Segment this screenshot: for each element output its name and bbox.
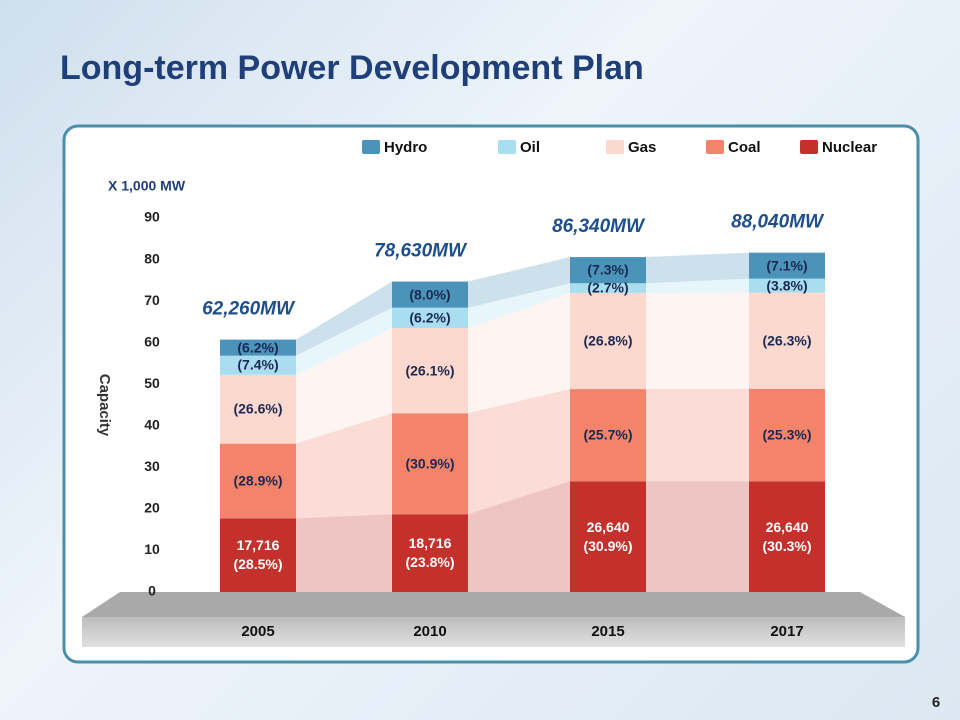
total-label: 62,260MW — [202, 299, 296, 320]
connector — [468, 292, 570, 414]
data-label: 18,716 (23.8%) — [405, 535, 455, 571]
data-label: (26.8%) — [583, 332, 633, 349]
data-label: (7.3%) — [587, 261, 629, 278]
bar-segment — [392, 413, 468, 515]
bar-segment — [749, 252, 825, 279]
data-label: (6.2%) — [237, 339, 279, 356]
bar-segment — [749, 292, 825, 389]
y-tick-label: 60 — [144, 333, 160, 349]
connector — [468, 481, 570, 592]
y-tick-label: 80 — [144, 250, 160, 266]
data-label: (3.8%) — [766, 277, 808, 294]
data-label: (7.4%) — [237, 356, 279, 373]
bar-segment — [570, 292, 646, 390]
connector — [646, 292, 749, 390]
bar-segment — [749, 388, 825, 482]
connector — [296, 514, 392, 592]
data-label: (26.6%) — [233, 400, 283, 417]
legend-label: Coal — [728, 139, 761, 156]
y-tick-label: 20 — [144, 500, 160, 516]
data-label: 17,716 (28.5%) — [233, 537, 283, 573]
data-label: (26.1%) — [405, 362, 455, 379]
data-label: (6.2%) — [409, 309, 451, 326]
bar-segment — [570, 389, 646, 482]
legend-swatch — [606, 140, 624, 154]
y-tick-label: 10 — [144, 541, 160, 557]
y-tick-label: 30 — [144, 458, 160, 474]
data-label: (8.0%) — [409, 286, 451, 303]
data-label: (28.9%) — [233, 472, 283, 489]
x-tick-label: 2015 — [591, 623, 624, 640]
slide-title: Long-term Power Development Plan — [60, 49, 644, 87]
connector — [646, 252, 749, 284]
y-tick-label: 50 — [144, 375, 160, 391]
bar-segment — [392, 514, 468, 592]
data-label: (7.1%) — [766, 257, 808, 274]
data-label: (26.3%) — [762, 332, 812, 349]
total-label: 78,630MW — [374, 241, 468, 262]
y-axis-label: Capacity — [96, 374, 113, 437]
connector — [296, 327, 392, 444]
bar-segment — [220, 355, 296, 375]
bar-segment — [570, 257, 646, 284]
legend-label: Oil — [520, 139, 540, 156]
bar-segment — [392, 281, 468, 308]
connector — [296, 307, 392, 375]
legend-swatch — [362, 140, 380, 154]
y-tick-label: 90 — [144, 209, 160, 225]
y-tick-label: 0 — [148, 583, 156, 599]
bar-segment — [220, 374, 296, 444]
unit-label: X 1,000 MW — [108, 178, 186, 194]
connector — [646, 481, 749, 592]
legend-swatch — [706, 140, 724, 154]
page-number: 6 — [932, 694, 940, 711]
connector — [468, 389, 570, 515]
x-tick-label: 2005 — [241, 623, 274, 640]
data-label: (2.7%) — [587, 279, 629, 296]
data-label: (25.3%) — [762, 426, 812, 443]
bar-segment — [570, 283, 646, 293]
bar-segment — [749, 278, 825, 293]
total-label: 86,340MW — [552, 216, 646, 237]
y-tick-label: 40 — [144, 416, 160, 432]
x-tick-label: 2010 — [413, 623, 446, 640]
bar-segment — [220, 443, 296, 519]
legend-swatch — [800, 140, 818, 154]
legend-swatch — [498, 140, 516, 154]
bar-segment — [392, 327, 468, 414]
floor-top — [82, 592, 905, 617]
floor-front — [82, 617, 905, 647]
bar-segment — [392, 307, 468, 328]
data-label: (25.7%) — [583, 426, 633, 443]
data-label: (30.9%) — [405, 455, 455, 472]
bar-segment — [570, 481, 646, 592]
connector — [296, 281, 392, 356]
legend-label: Gas — [628, 139, 656, 156]
x-tick-label: 2017 — [770, 623, 803, 640]
connector — [296, 413, 392, 519]
legend-label: Hydro — [384, 139, 427, 156]
total-label: 88,040MW — [731, 212, 825, 233]
bar-segment — [749, 481, 825, 592]
bar-segment — [220, 518, 296, 592]
data-label: 26,640 (30.3%) — [762, 518, 812, 554]
connector — [468, 257, 570, 308]
bar-segment — [220, 339, 296, 356]
data-label: 26,640 (30.9%) — [583, 518, 633, 554]
connector — [468, 283, 570, 328]
connector — [646, 388, 749, 482]
connector — [646, 278, 749, 293]
y-tick-label: 70 — [144, 292, 160, 308]
legend-label: Nuclear — [822, 139, 877, 156]
